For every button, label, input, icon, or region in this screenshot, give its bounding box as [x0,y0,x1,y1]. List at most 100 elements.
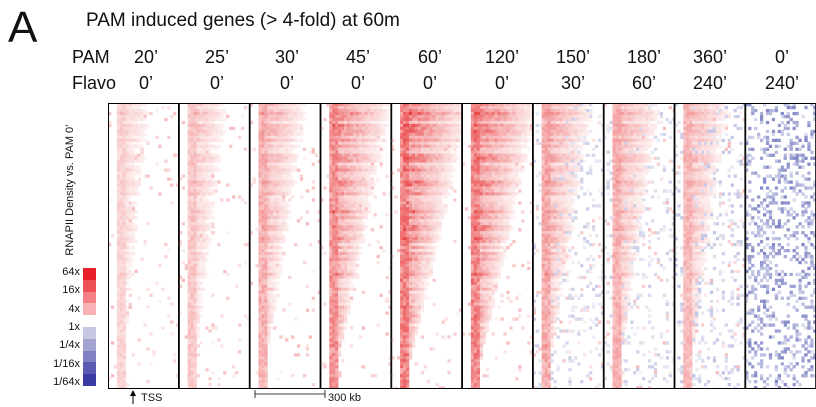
heatmap-cell [264,231,268,235]
heatmap-cell [414,201,419,205]
heatmap-cell [370,141,374,146]
heatmap-cell [414,132,419,137]
heatmap-cell [417,248,422,253]
heatmap-cell [414,260,419,265]
heatmap-cell [338,302,342,306]
heatmap-cell [400,165,404,169]
heatmap-cell [320,198,324,202]
heatmap-cell [506,103,510,107]
heatmap-cell [264,144,268,148]
heatmap-cell [261,216,265,220]
heatmap-cell [288,183,292,187]
heatmap-cell [267,210,271,214]
heatmap-cell [349,231,354,235]
heatmap-cell [220,123,224,128]
heatmap-cell [282,177,286,181]
heatmap-cell [400,138,404,143]
heatmap-cell [291,183,295,187]
heatmap-cell [470,103,475,107]
heatmap-cell [349,183,354,187]
heatmap-cell [137,117,141,122]
heatmap-cell [456,138,460,143]
heatmap-cell [450,129,454,134]
heatmap-cell [408,103,413,107]
heatmap-cell [258,281,262,286]
heatmap-cell [258,222,262,226]
heatmap-cell [344,120,348,125]
heatmap-cell [453,240,457,244]
heatmap-cell [355,198,360,202]
heatmap-cell [355,207,360,211]
heatmap-cell [361,225,366,229]
heatmap-cell [497,138,501,143]
heatmap-cell [134,117,138,122]
heatmap-cell [527,103,531,107]
heatmap-cell [349,260,354,265]
heatmap-cell [411,153,416,157]
heatmap-cell [187,257,191,262]
heatmap-cell [400,335,404,339]
heatmap-cell [432,177,436,181]
heatmap-cell [190,329,194,333]
heatmap-cell [205,105,209,110]
heatmap-cell [282,165,286,169]
heatmap-cell [405,135,410,140]
heatmap-cell [429,225,433,229]
heatmap-cell [131,144,135,148]
heatmap-cell [347,189,351,193]
heatmap-cell [400,323,404,327]
heatmap-cell [447,183,451,187]
heatmap-cell [435,105,439,110]
heatmap-cell [435,123,439,128]
heatmap-cell [202,105,206,110]
heatmap-cell [196,186,200,190]
heatmap-cell [282,240,286,244]
heatmap-cell [373,213,377,217]
heatmap-cell [376,147,380,151]
flavo-time-label: 0’ [494,73,510,93]
heatmap-cell [276,105,280,110]
heatmap-cell [202,114,206,119]
heatmap-cell [187,246,191,250]
heatmap-cell [414,198,419,202]
heatmap-cell [344,326,348,330]
heatmap-cell [408,290,413,294]
heatmap-cell [125,123,130,128]
heatmap-cell [190,365,194,369]
heatmap-cell [414,296,419,300]
heatmap-cell [364,201,369,205]
heatmap-cell [252,147,256,151]
heatmap-cell [146,287,150,291]
heatmap-cell [134,189,138,193]
heatmap-cell [361,135,366,140]
heatmap-cell [199,201,203,205]
heatmap-cell [361,222,366,226]
heatmap-cell [485,108,489,113]
heatmap-cell [470,117,475,122]
heatmap-cell [187,344,191,348]
heatmap-cell [456,144,460,148]
heatmap-cell [361,234,366,238]
heatmap-cell [408,117,413,122]
heatmap-cell [196,290,200,294]
heatmap-cell [122,126,127,131]
heatmap-cell [352,174,357,178]
heatmap-cell [329,225,333,229]
heatmap-cell [332,248,336,253]
heatmap-cell [226,296,230,300]
heatmap-cell [116,311,121,315]
heatmap-cell [273,266,277,271]
heatmap-cell [482,117,486,122]
heatmap-cell [143,123,147,128]
heatmap-cell [408,195,413,199]
heatmap-cell [264,201,268,205]
heatmap-cell [335,156,339,160]
heatmap-cell [282,126,286,131]
heatmap-cell [338,353,342,357]
heatmap-cell [264,228,268,232]
heatmap-cell [373,105,377,110]
heatmap-cell [190,281,194,286]
heatmap-cell [341,180,345,184]
heatmap-cell [338,305,342,309]
heatmap-cell [193,287,197,291]
